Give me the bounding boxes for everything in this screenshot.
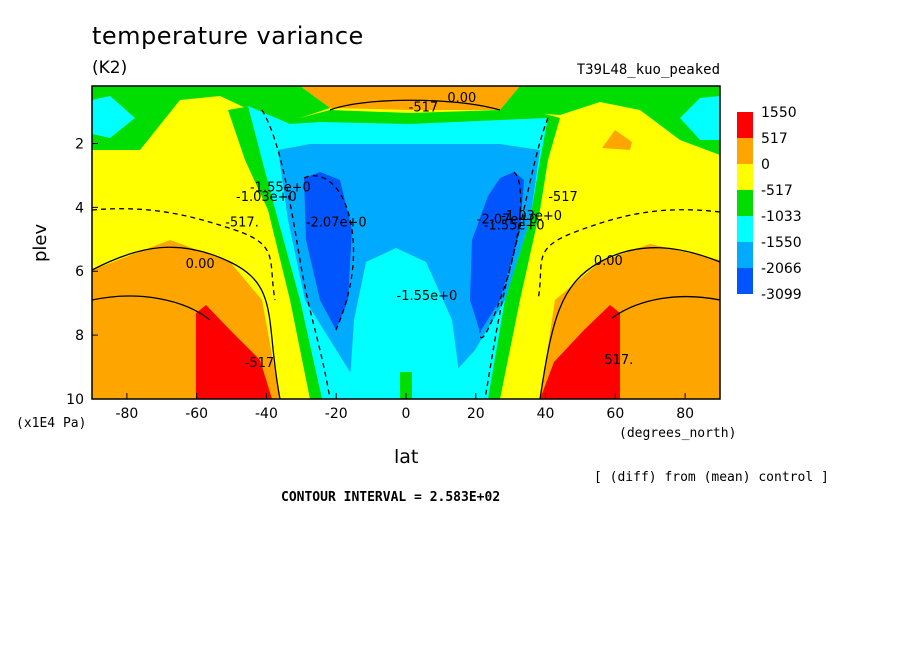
contour-label: -517. [225, 216, 259, 231]
fill-darkblue-right [470, 172, 524, 332]
x-axis-label: lat [394, 446, 419, 468]
x-axis-units: (degrees_north) [619, 426, 737, 441]
legend-entry: 0 [737, 157, 857, 190]
units-label: (K2) [92, 58, 128, 78]
fill-cyan-corner-right [680, 96, 720, 140]
contour-label: -1.03e+0 [501, 209, 562, 224]
contour-label: 0.00 [186, 257, 215, 272]
contour-line-3 [92, 208, 276, 301]
y-axis-units: (x1E4 Pa) [16, 416, 87, 431]
x-tick-label: -80 [115, 406, 138, 422]
contour-line-8 [479, 171, 522, 339]
legend-label: -517 [761, 183, 793, 199]
legend-swatch [737, 112, 753, 138]
legend-entry: -517 [737, 183, 857, 216]
fill-green-left-top [92, 86, 330, 150]
legend-label: -2066 [761, 261, 802, 277]
legend-entry: -1550 [737, 235, 857, 268]
contour-line-4 [537, 209, 720, 301]
contour-label: 0.00 [594, 254, 623, 269]
legend-swatch [737, 138, 753, 164]
x-tick-label: 0 [402, 406, 411, 422]
legend-entry: 1550 [737, 105, 857, 138]
contour-line-11 [611, 295, 720, 319]
x-tick-label: 60 [606, 406, 624, 422]
y-axis: 2 4 6 8 10 [66, 136, 98, 408]
chart-title: temperature variance [92, 22, 364, 50]
fill-cyan-column [350, 248, 460, 399]
contour-label: -2.07e+0 [477, 212, 538, 227]
diff-note: [ (diff) from (mean) control ] [594, 470, 829, 485]
legend-entry: -3099 [737, 287, 857, 320]
contour-line-5 [261, 109, 331, 399]
legend-entry: 517 [737, 131, 857, 164]
legend-swatch [737, 190, 753, 216]
contour-label: 0.00 [447, 91, 476, 106]
contour-line-2 [539, 247, 720, 399]
x-tick-label: 80 [676, 406, 694, 422]
legend-swatch [737, 164, 753, 190]
contour-label: -517 [409, 101, 439, 116]
legend-label: -1033 [761, 209, 802, 225]
contour-line-7 [303, 175, 355, 331]
legend-label: 1550 [761, 105, 797, 121]
x-tick-label: -20 [325, 406, 348, 422]
contour-label: -1.55e+0 [484, 219, 545, 234]
legend-label: -1550 [761, 235, 802, 251]
y-tick-label: 10 [66, 392, 84, 408]
x-tick-label: -60 [185, 406, 208, 422]
fill-green-center-dot [400, 372, 412, 399]
x-tick-label: 40 [537, 406, 555, 422]
contour-fills [92, 86, 720, 399]
x-axis: -80 -60 -40 -20 0 20 40 60 80 [115, 393, 694, 422]
legend-label: 517 [761, 131, 788, 147]
contour-line-9 [329, 99, 501, 111]
y-tick-label: 8 [75, 328, 84, 344]
contour-label: -2.07e+0 [306, 216, 367, 231]
contour-label: -1.03e+0 [236, 190, 297, 205]
legend-swatch [737, 216, 753, 242]
contour-label: -517 [245, 356, 275, 371]
contour-line-1 [92, 246, 281, 399]
contour-label-layer: 0.00-517-1.55e+0-1.03e+0-2.07e+0-517.0.0… [186, 91, 634, 371]
x-tick-label: -40 [255, 406, 278, 422]
fill-orange-blob [602, 130, 632, 150]
contour-label: -517 [548, 190, 578, 205]
contour-label: 517. [604, 353, 633, 368]
x-tick-label: 20 [467, 406, 485, 422]
legend-entry: -2066 [737, 261, 857, 294]
fill-green-right-top [500, 86, 720, 155]
legend-swatch [737, 242, 753, 268]
contour-line-10 [92, 295, 211, 321]
legend-label: -3099 [761, 287, 802, 303]
y-tick-label: 2 [75, 136, 84, 152]
contour-interval: CONTOUR INTERVAL = 2.583E+02 [281, 490, 501, 505]
contour-label: -1.55e+0 [397, 289, 458, 304]
y-axis-label: plev [30, 223, 51, 262]
contour-label: -1.55e+0 [250, 180, 311, 195]
y-tick-label: 4 [75, 200, 84, 216]
legend-label: 0 [761, 157, 770, 173]
fill-cyan-corner-left [92, 96, 135, 138]
fill-red-left [196, 305, 272, 399]
y-tick-label: 6 [75, 264, 84, 280]
contour-lines [92, 99, 720, 399]
fill-red-right [540, 305, 620, 399]
legend-swatch [737, 268, 753, 294]
legend-entry: -1033 [737, 209, 857, 242]
fill-darkblue-left [304, 172, 352, 330]
run-name: T39L48_kuo_peaked [576, 62, 720, 78]
